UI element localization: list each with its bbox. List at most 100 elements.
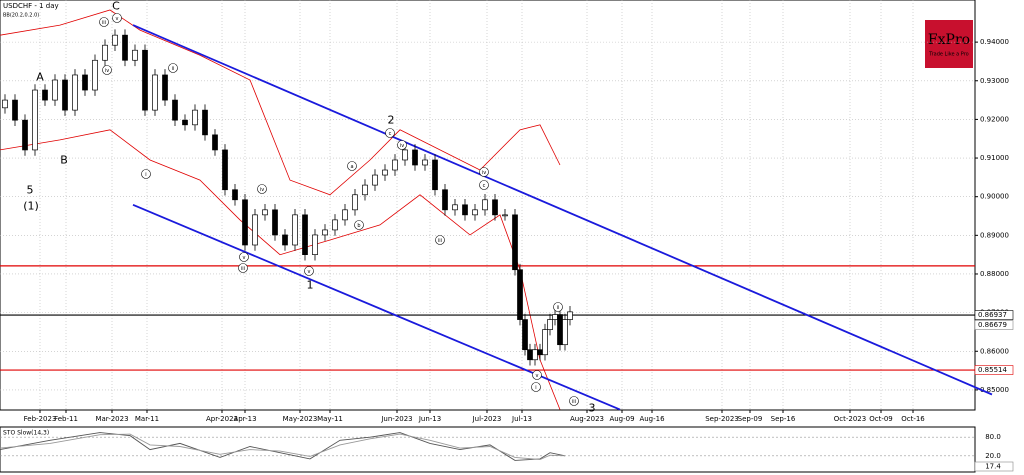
wave-circle	[569, 396, 579, 406]
osc-value-label: 17.4	[985, 463, 1001, 471]
wave-circle	[354, 220, 364, 230]
x-tick-label: May-11	[317, 415, 343, 423]
y-tick-label: 20.0	[985, 452, 1001, 460]
candle-body	[432, 159, 438, 191]
y-tick-label: 0.94000	[980, 38, 1009, 46]
wave-label: b	[357, 223, 360, 229]
wave-label: c	[483, 183, 486, 189]
candle-body	[502, 214, 508, 217]
candle-body	[547, 319, 553, 330]
candle-body	[222, 149, 228, 191]
price-label: 0.85514	[978, 366, 1007, 374]
osc-value-box	[974, 461, 1014, 472]
price-label: 0.86937	[978, 311, 1007, 319]
wave-label: 2	[388, 114, 395, 127]
candle-body	[92, 59, 98, 91]
candle-body	[527, 349, 533, 361]
y-tick-label: 80.0	[985, 433, 1001, 441]
wave-label: v	[536, 373, 539, 379]
candle-body	[392, 159, 398, 171]
candle-body	[22, 119, 28, 151]
chart-title: USDCHF - 1 day	[3, 2, 59, 10]
wave-label: iv	[260, 187, 264, 193]
candle-body	[362, 184, 368, 196]
candle-body	[42, 89, 48, 101]
wave-label: ii	[172, 66, 175, 72]
candle-body	[462, 204, 468, 216]
candle-body	[562, 319, 568, 346]
x-tick-label: Sep-16	[771, 415, 796, 423]
trend-line	[132, 24, 993, 396]
y-tick-label: 0.86000	[980, 347, 1009, 355]
x-tick-label: Jun-13	[418, 415, 441, 423]
candle-body	[312, 234, 318, 256]
candle-body	[542, 329, 548, 356]
candle-body	[512, 214, 518, 271]
candle-body	[452, 204, 458, 211]
wave-circle	[397, 140, 407, 150]
x-tick-label: Sep-2023	[705, 415, 739, 423]
wave-circle	[239, 252, 249, 262]
wave-circle	[102, 65, 112, 75]
candle-body	[302, 214, 308, 256]
wave-circle	[112, 13, 122, 23]
candle-body	[202, 109, 208, 136]
candle-body	[522, 319, 528, 351]
candle-body	[322, 229, 328, 236]
candle-body	[557, 314, 563, 346]
candle-body	[517, 269, 523, 320]
x-tick-label: Aug-2023	[570, 415, 604, 423]
x-tick-label: Oct-2023	[834, 415, 866, 423]
wave-circle	[238, 263, 248, 273]
x-tick-label: Jul-2023	[472, 415, 502, 423]
candle-body	[537, 349, 543, 356]
x-tick-label: Mar-2023	[95, 415, 128, 423]
candle-body	[442, 189, 448, 211]
logo	[925, 20, 973, 68]
wave-label: iv	[400, 143, 404, 149]
candle-body	[192, 109, 198, 126]
candle-body	[472, 209, 478, 216]
x-tick-label: Oct-09	[869, 415, 893, 423]
wave-label: iii	[102, 20, 106, 26]
candle-body	[567, 311, 573, 320]
price-box	[974, 365, 1014, 375]
wave-label: a	[350, 164, 353, 170]
price-box	[974, 310, 1014, 320]
wave-label: (1)	[23, 200, 39, 213]
wave-label: B	[60, 154, 68, 167]
candle-body	[252, 214, 258, 246]
wave-circle	[553, 302, 563, 312]
oscillator-frame	[0, 426, 976, 473]
candle-body	[162, 74, 168, 101]
wave-label: iv	[482, 170, 486, 176]
x-tick-label: Apr-13	[233, 415, 256, 423]
bollinger-band	[0, 9, 561, 196]
wave-label: i	[535, 385, 536, 391]
candle-body	[142, 49, 148, 111]
candle-body	[82, 74, 88, 91]
wave-label: c	[389, 131, 392, 137]
x-tick-label: Jul-13	[511, 415, 532, 423]
wave-label: 1	[307, 279, 314, 292]
candle-body	[12, 99, 18, 121]
stochastic-line	[0, 433, 566, 460]
stochastic-line	[0, 432, 566, 461]
candle-body	[372, 174, 378, 186]
y-tick-label: 0.91000	[980, 154, 1009, 162]
x-tick-label: Apr-2023	[206, 415, 238, 423]
candle-body	[122, 34, 128, 61]
logo-name: FxPro	[928, 32, 970, 48]
candle-body	[172, 99, 178, 121]
x-tick-label: Mar-11	[135, 415, 159, 423]
wave-circle	[257, 184, 267, 194]
y-tick-label: 0.88000	[980, 270, 1009, 278]
candle-body	[212, 134, 218, 151]
logo-tagline: Trade Like a Pro	[928, 52, 968, 58]
wave-circle	[479, 167, 489, 177]
wave-circle	[141, 169, 151, 179]
wave-label: A	[36, 71, 44, 84]
price-label: 0.86679	[978, 321, 1007, 329]
wave-label: v	[308, 269, 311, 275]
candle-body	[292, 214, 298, 246]
